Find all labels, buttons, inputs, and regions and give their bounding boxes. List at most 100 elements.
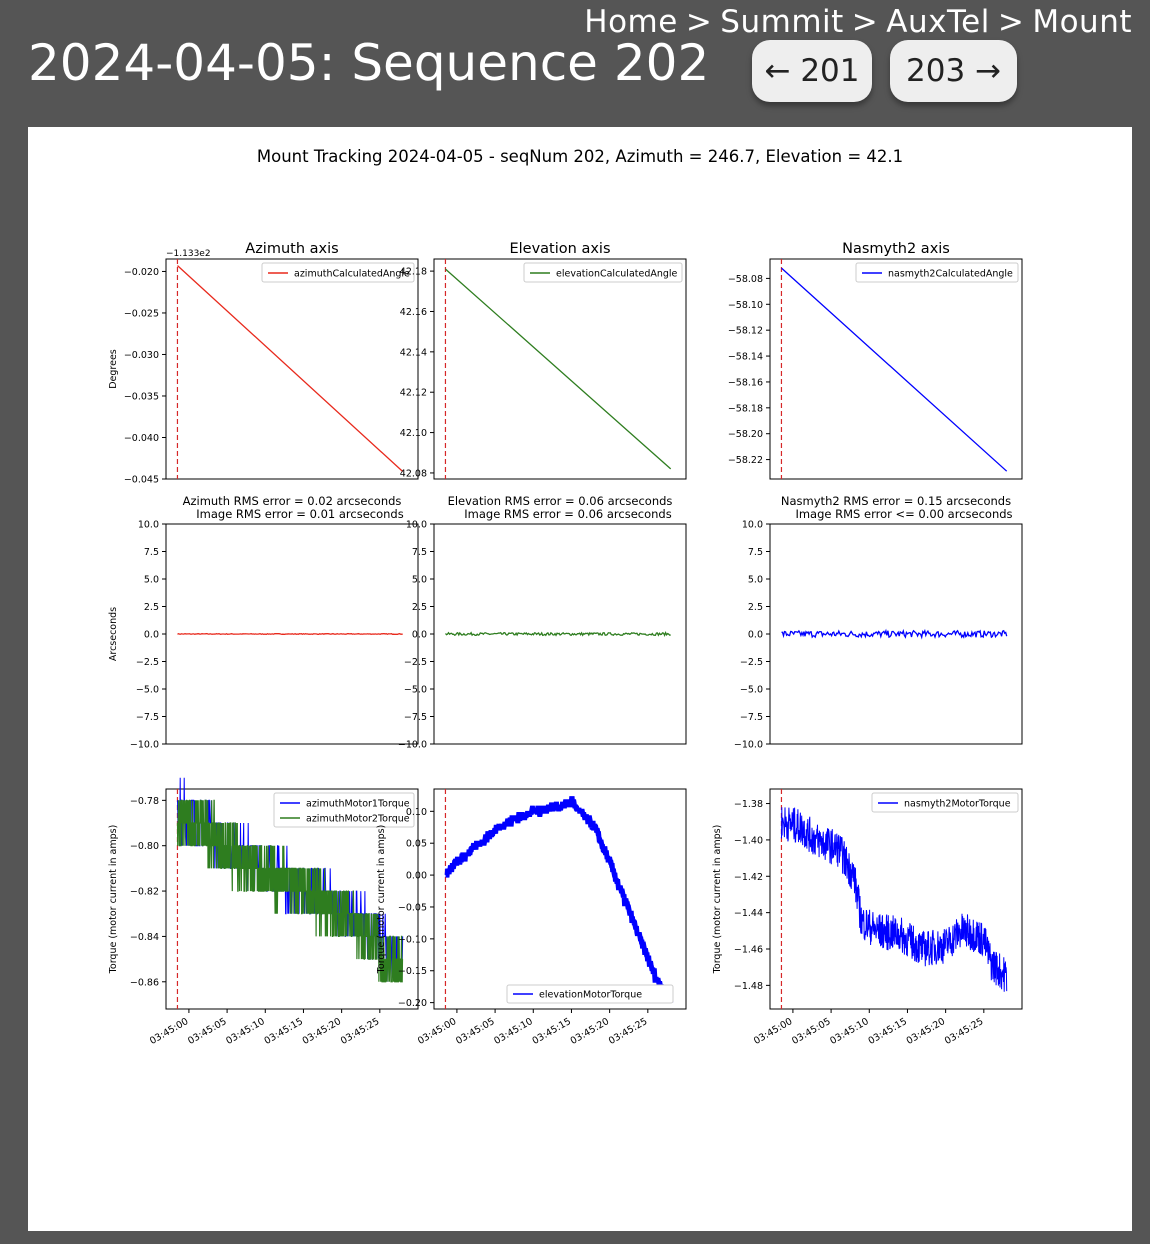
legend-box [506,984,674,1004]
axes-frame [165,258,419,480]
y-tick-label: −0.025 [124,308,159,319]
breadcrumb-separator: > [685,4,713,40]
y-tick-label: −10.0 [398,740,427,751]
axes-title: Nasmyth2 axis [842,241,950,257]
axes-title-line: Nasmyth2 RMS error = 0.15 arcseconds [781,494,1011,508]
axes-title: Elevation axis [509,241,610,257]
legend-label: azimuthMotor1Torque [306,799,410,810]
y-tick-label: −1.38 [734,799,763,810]
y-tick-label: −7.5 [404,712,427,723]
y-tick-label: −0.035 [124,391,159,402]
y-tick-label: −2.5 [740,657,763,668]
y-tick-label: 7.5 [412,547,427,558]
figure-title: Mount Tracking 2024-04-05 - seqNum 202, … [257,147,903,166]
y-tick-label: −2.5 [136,657,159,668]
y-offset-label: −1.133e2 [166,249,211,259]
y-tick-label: 2.5 [748,602,763,613]
legend-label: elevationCalculatedAngle [556,269,678,280]
axes-title-line: Image RMS error = 0.06 arcseconds [464,507,671,521]
axes-title: Azimuth axis [245,241,338,257]
x-tick-label: 03:45:10 [492,1016,534,1047]
x-tick-label: 03:45:20 [301,1016,343,1047]
axes-title-line: Image RMS error = 0.01 arcseconds [196,507,403,521]
breadcrumb-mount[interactable]: Mount [1032,4,1132,40]
elevation-motor-torque-line [444,796,674,1003]
legend-label: elevationMotorTorque [539,990,642,1001]
y-tick-label: −58.08 [728,274,763,285]
breadcrumb-home[interactable]: Home [584,4,678,40]
axes-title-line: Azimuth RMS error = 0.02 arcseconds [183,494,402,508]
x-tick-label: 03:45:10 [224,1016,266,1047]
y-tick-label: −0.10 [398,934,427,945]
legend-box [855,262,1019,283]
page-title: 2024-04-05: Sequence 202 [28,34,710,92]
y-tick-label: 5.0 [144,575,159,586]
y-tick-label: −0.78 [130,796,159,807]
error-line [445,631,671,637]
y-tick-label: 0.00 [406,871,427,882]
y-axis-label: Torque (motor current in amps) [108,825,119,975]
y-tick-label: −5.0 [740,685,763,696]
axes-frame [165,788,419,1010]
legend-box [523,262,683,283]
y-tick-label: 7.5 [144,547,159,558]
y-tick-label: −0.86 [130,977,159,988]
y-tick-label: −58.14 [728,352,763,363]
y-tick-label: −0.020 [124,267,159,278]
axes-title-line: Elevation RMS error = 0.06 arcseconds [448,494,673,508]
y-tick-label: 42.14 [400,347,427,358]
breadcrumb-summit[interactable]: Summit [720,4,844,40]
y-axis-label: Arcseconds [108,607,119,661]
y-tick-label: −0.045 [124,475,159,486]
y-tick-label: −0.80 [130,841,159,852]
y-tick-label: −58.16 [728,377,763,388]
y-tick-label: −0.040 [124,433,159,444]
y-tick-label: 0.0 [412,630,427,641]
x-tick-label: 03:45:15 [530,1016,572,1047]
x-tick-label: 03:45:05 [186,1016,228,1047]
y-axis-label: Degrees [108,349,119,389]
y-tick-label: −58.18 [728,403,763,414]
y-tick-label: −0.15 [398,966,427,977]
axes-frame [769,788,1023,1010]
x-tick-label: 03:45:15 [866,1016,908,1047]
x-tick-label: 03:45:10 [828,1016,870,1047]
y-tick-label: 0.0 [144,630,159,641]
y-tick-label: −1.48 [734,981,763,992]
previous-sequence-button[interactable]: ← 201 [752,40,872,102]
y-tick-label: −10.0 [130,740,159,751]
breadcrumb-auxtel[interactable]: AuxTel [886,4,990,40]
y-tick-label: 10.0 [742,520,763,531]
axes-frame [769,258,1023,480]
next-sequence-button[interactable]: 203 → [890,40,1017,102]
y-tick-label: 42.08 [400,468,427,479]
y-axis-label: Torque (motor current in amps) [376,825,387,975]
y-axis-label: Torque (motor current in amps) [712,825,723,975]
x-tick-label: 03:45:20 [569,1016,611,1047]
y-tick-label: 0.10 [406,807,427,818]
x-tick-label: 03:45:00 [416,1016,458,1047]
legend-label: azimuthCalculatedAngle [294,269,410,280]
y-tick-label: 0.05 [406,839,427,850]
legend-box [871,792,1019,813]
y-tick-label: −7.5 [136,712,159,723]
angle-line [781,267,1008,472]
x-tick-label: 03:45:05 [790,1016,832,1047]
legend-label: nasmyth2CalculatedAngle [888,269,1013,280]
y-tick-label: 42.10 [400,428,427,439]
y-tick-label: −5.0 [404,685,427,696]
y-tick-label: −58.20 [728,429,763,440]
y-tick-label: 10.0 [138,520,159,531]
y-tick-label: −0.84 [130,932,159,943]
y-tick-label: 42.18 [400,267,427,278]
error-line [781,628,1008,640]
y-tick-label: −58.12 [728,326,763,337]
axes-frame [433,258,687,480]
breadcrumb-separator: > [851,4,879,40]
y-tick-label: −5.0 [136,685,159,696]
x-tick-label: 03:45:25 [943,1016,985,1047]
y-tick-label: −0.20 [398,998,427,1009]
x-tick-label: 03:45:00 [752,1016,794,1047]
axes-title-line: Image RMS error <= 0.00 arcseconds [795,507,1012,521]
y-tick-label: 5.0 [412,575,427,586]
